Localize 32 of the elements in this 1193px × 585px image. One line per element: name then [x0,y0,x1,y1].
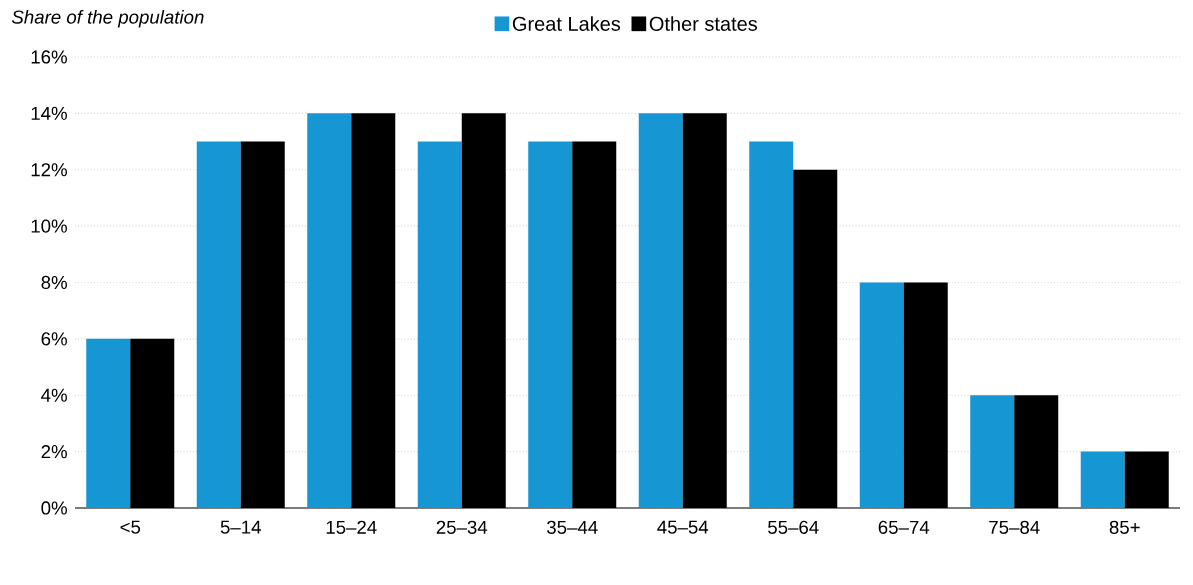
x-tick-label: 65–74 [878,520,930,534]
bar [749,141,794,508]
bar [528,141,573,508]
bar [417,141,462,508]
y-tick-label: 8% [41,275,67,290]
x-tick-label: 55–64 [768,520,819,534]
x-tick-label: 25–34 [436,520,488,534]
bar [859,282,904,508]
bar [970,395,1015,508]
x-tick-label: 45–54 [657,520,709,534]
x-tick-label: 5–14 [220,520,261,534]
bar [86,338,131,508]
y-tick-label: 2% [41,445,67,459]
y-tick-label: 12% [31,163,67,177]
legend-label: Great Lakes [512,16,621,31]
bar [638,113,683,508]
bar [196,141,241,508]
x-tick-label: 75–84 [989,520,1040,534]
x-tick-label: 85+ [1109,520,1140,534]
x-tick-label: <5 [120,520,141,534]
y-tick-label: 0% [41,501,67,515]
y-tick-label: 6% [41,332,67,346]
y-axis-title: Share of the population [11,10,204,28]
bar [1080,451,1125,508]
bar [307,113,352,508]
y-tick-label: 10% [31,219,67,233]
y-tick-label: 16% [31,50,67,64]
legend-label: Other states [649,16,758,31]
y-tick-label: 4% [41,388,67,402]
x-tick-label: 15–24 [326,520,377,534]
x-tick-label: 35–44 [547,520,598,534]
y-tick-label: 14% [31,106,67,120]
